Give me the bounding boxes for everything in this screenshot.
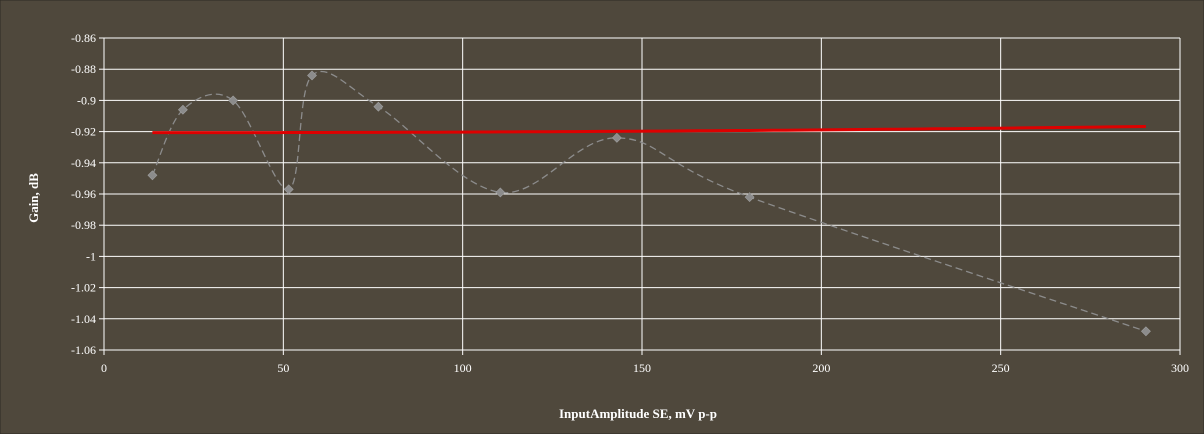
y-tick-label: -0.86 (71, 31, 96, 45)
data-point-marker (373, 101, 384, 112)
x-tick-label: 300 (1171, 361, 1189, 375)
series-layer (147, 70, 1151, 337)
x-tick-label: 50 (277, 361, 289, 375)
data-point-marker (495, 187, 506, 198)
axes (99, 37, 1181, 355)
data-point-marker (283, 184, 294, 195)
data-point-marker (611, 132, 622, 143)
y-tick-label: -1.04 (71, 312, 96, 326)
data-point-marker (744, 192, 755, 203)
data-point-marker (228, 95, 239, 106)
y-tick-label: -0.92 (71, 125, 96, 139)
x-tick-label: 100 (454, 361, 472, 375)
x-tick-label: 0 (101, 361, 107, 375)
data-point-marker (147, 170, 158, 181)
x-tick-label: 250 (992, 361, 1010, 375)
x-tick-label: 200 (812, 361, 830, 375)
trendline (152, 125, 1146, 135)
data-point-marker (307, 70, 317, 81)
y-tick-label: -1 (86, 249, 96, 263)
y-axis-title: Gain, dB (26, 173, 41, 223)
data-point-marker (177, 104, 188, 115)
y-tick-label: -0.9 (77, 93, 96, 107)
y-tick-label: -0.88 (71, 62, 96, 76)
y-tick-label: -1.02 (71, 281, 96, 295)
y-tick-label: -1.06 (71, 343, 96, 357)
y-tick-label: -0.96 (71, 187, 96, 201)
x-axis-title: InputAmplitude SE, mV p-p (559, 406, 717, 421)
measured-series-line (151, 70, 1147, 332)
data-point-marker (1141, 326, 1151, 337)
y-tick-label: -0.94 (71, 156, 96, 170)
x-tick-label: 150 (633, 361, 651, 375)
tick-labels: -0.86 -0.88 -0.9 -0.92 -0.94 -0.96 -0.98 -1 -1.0… (71, 31, 1189, 375)
y-tick-label: -0.98 (71, 218, 96, 232)
